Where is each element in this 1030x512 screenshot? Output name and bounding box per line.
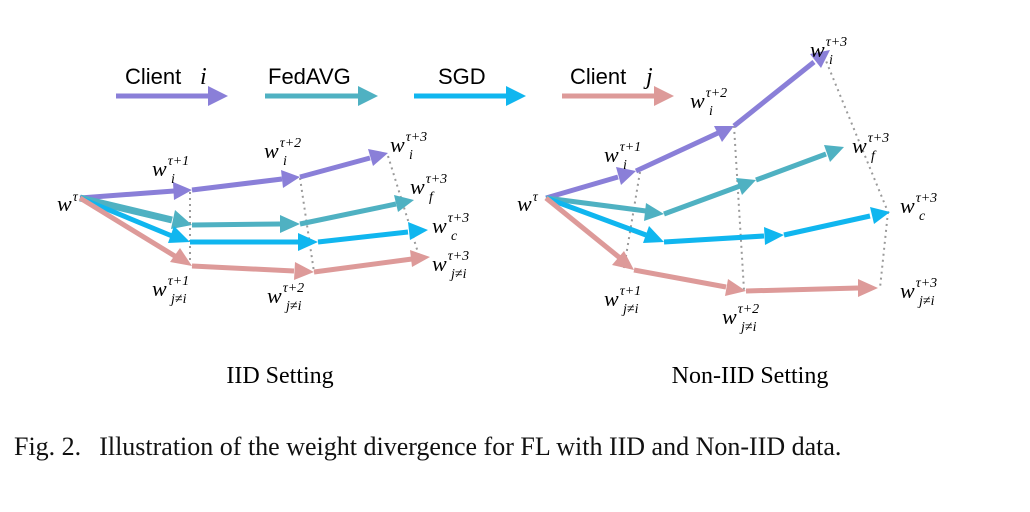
legend-client-j-label: Client xyxy=(570,64,626,89)
noniid-w-i-t2: wτ+2 i xyxy=(690,86,727,119)
iid-w-i-t3: wτ+3 i xyxy=(390,130,427,163)
iid-sgd-arrows xyxy=(79,195,428,251)
noniid-w-jneqi-t3: wτ+3 j≠i xyxy=(900,276,937,309)
legend-client-i-var: i xyxy=(200,64,207,90)
noniid-w-f-t3: wτ+3 f xyxy=(852,131,889,164)
noniid-w-jneqi-t1: wτ+1 j≠i xyxy=(604,284,641,317)
weight-divergence-figure: Client i FedAVG SGD Client j xyxy=(57,35,937,389)
legend-sgd-arrow xyxy=(414,86,526,106)
noniid-w-jneqi-t2: wτ+2 j≠i xyxy=(722,302,759,335)
legend-client-j-var: j xyxy=(643,64,653,90)
noniid-w-i-t1: wτ+1 i xyxy=(604,140,641,173)
iid-math-labels: wτ wτ+1 i wτ+2 i wτ+3 i wτ+3 f wτ+3 c wτ+3 j≠i… xyxy=(57,130,469,314)
iid-w-f-t3: wτ+3 f xyxy=(410,172,447,205)
noniid-math-labels: wτ wτ+1 i wτ+2 i wτ+3 i wτ+3 f wτ+3 c wτ+3 j≠i… xyxy=(517,35,937,335)
legend: Client i FedAVG SGD Client j xyxy=(116,64,674,106)
iid-w-jneqi-t2: wτ+2 j≠i xyxy=(267,281,304,314)
figure-caption: Fig. 2. Illustration of the weight diverg… xyxy=(14,430,994,464)
iid-w-jneqi-t1: wτ+1 j≠i xyxy=(152,274,189,307)
legend-client-i-label: Client xyxy=(125,64,181,89)
noniid-panel-title: Non-IID Setting xyxy=(672,363,829,389)
noniid-panel: wτ wτ+1 i wτ+2 i wτ+3 i wτ+3 f wτ+3 c wτ+3 j≠i… xyxy=(517,35,937,389)
caption-label: Fig. 2. xyxy=(14,432,82,461)
iid-client-i-arrows xyxy=(79,149,388,201)
iid-w-c-t3: wτ+3 c xyxy=(432,211,469,244)
legend-sgd-label: SGD xyxy=(438,64,486,89)
legend-fedavg-arrow xyxy=(265,86,378,106)
noniid-w-tau: wτ xyxy=(517,190,539,216)
iid-w-i-t1: wτ+1 i xyxy=(152,154,189,187)
caption-text: Illustration of the weight divergence fo… xyxy=(99,432,842,461)
legend-client-i-arrow xyxy=(116,86,228,106)
iid-w-jneqi-t3: wτ+3 j≠i xyxy=(432,249,469,282)
noniid-w-i-t3: wτ+3 i xyxy=(810,35,847,68)
noniid-w-c-t3: wτ+3 c xyxy=(900,191,937,224)
iid-w-i-t2: wτ+2 i xyxy=(264,136,301,169)
noniid-client-i-arrows xyxy=(545,50,830,201)
noniid-client-j-arrows xyxy=(544,196,878,297)
iid-w-tau: wτ xyxy=(57,190,79,216)
noniid-sgd-arrows xyxy=(545,195,890,245)
iid-panel-title: IID Setting xyxy=(226,363,333,389)
legend-fedavg-label: FedAVG xyxy=(268,64,351,89)
legend-client-j-arrow xyxy=(562,86,674,106)
iid-client-j-arrows xyxy=(78,195,430,280)
iid-panel: wτ wτ+1 i wτ+2 i wτ+3 i wτ+3 f wτ+3 c wτ+3 j≠i… xyxy=(57,130,469,389)
noniid-fedavg-arrows xyxy=(545,145,844,221)
